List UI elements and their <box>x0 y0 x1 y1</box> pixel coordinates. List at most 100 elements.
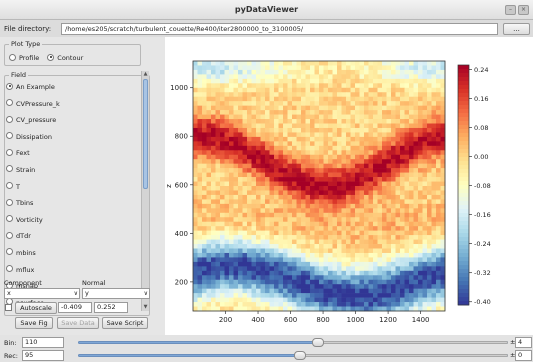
heatmap-cell <box>242 226 248 231</box>
heatmap-cell <box>319 217 324 223</box>
autoscale-checkbox[interactable] <box>5 304 12 311</box>
heatmap-cell <box>233 190 239 196</box>
heatmap-cell <box>260 288 266 294</box>
heatmap-cell <box>215 275 221 281</box>
heatmap-cell <box>319 74 324 80</box>
normal-select[interactable]: y ∨ <box>82 288 150 299</box>
heatmap-cell <box>260 302 266 307</box>
rec-slider[interactable] <box>78 351 508 360</box>
scroll-down-icon[interactable]: ▼ <box>143 304 148 310</box>
scroll-up-icon[interactable]: ▲ <box>143 71 148 77</box>
rec-spinbox[interactable]: ± 0 <box>510 350 532 361</box>
heatmap-cell <box>436 105 441 111</box>
heatmap-cell <box>215 78 221 84</box>
heatmap-cell <box>256 252 261 258</box>
heatmap-cell <box>193 297 198 303</box>
heatmap-cell <box>427 74 432 80</box>
bin-slider[interactable] <box>78 338 508 347</box>
component-select[interactable]: x ∨ <box>4 288 80 299</box>
heatmap-cell <box>211 284 216 289</box>
heatmap-cell <box>323 69 329 75</box>
autoscale-button[interactable]: Autoscale <box>15 302 57 314</box>
field-item[interactable]: mflux <box>4 262 144 279</box>
field-item[interactable]: Fext <box>4 145 144 162</box>
field-item[interactable]: q_approx <box>4 311 144 315</box>
heatmap-cell <box>346 83 351 89</box>
heatmap-cell <box>382 208 387 214</box>
heatmap-cell <box>368 239 374 245</box>
heatmap-cell <box>355 266 360 272</box>
autoscale-max-input[interactable]: 0.252 <box>94 302 128 313</box>
bin-spinbox[interactable]: ± 4 <box>510 337 532 348</box>
heatmap-cell <box>328 150 333 156</box>
save-fig-button[interactable]: Save Fig <box>15 317 53 329</box>
plot-type-title: Plot Type <box>9 40 43 48</box>
heatmap-cell <box>274 190 279 196</box>
heatmap-cell <box>413 261 419 267</box>
bin-value-input[interactable]: 110 <box>22 337 64 348</box>
heatmap-cell <box>373 244 378 249</box>
heatmap-cell <box>377 177 383 182</box>
heatmap-cell <box>364 235 369 240</box>
heatmap-cell <box>409 190 414 196</box>
heatmap-cell <box>418 266 423 272</box>
minimize-button[interactable]: – <box>505 5 516 15</box>
heatmap-cell <box>350 136 356 142</box>
field-item[interactable]: dTdr <box>4 228 144 245</box>
heatmap-cell <box>296 266 302 272</box>
rec-value-input[interactable]: 95 <box>22 350 64 361</box>
bin-slider-handle[interactable] <box>311 338 324 347</box>
heatmap-cell <box>364 266 369 272</box>
heatmap-cell <box>287 123 293 129</box>
heatmap-cell <box>238 186 243 191</box>
heatmap-cell <box>418 194 423 200</box>
scrollbar-thumb[interactable] <box>143 79 148 189</box>
heatmap-cell <box>215 266 221 272</box>
field-item[interactable]: Dissipation <box>4 129 144 146</box>
heatmap-cell <box>197 141 203 147</box>
colorbar-cell <box>458 169 469 174</box>
field-item[interactable]: T <box>4 179 144 196</box>
field-item[interactable]: CVPressure_k <box>4 96 144 113</box>
autoscale-min-input[interactable]: -0.409 <box>58 302 92 313</box>
heatmap-cell <box>278 150 284 156</box>
save-data-button[interactable]: Save Data <box>57 317 99 329</box>
heatmap-cell <box>251 203 257 209</box>
save-script-button[interactable]: Save Script <box>102 317 148 329</box>
heatmap-cell <box>305 87 311 93</box>
heatmap-cell <box>197 297 203 303</box>
heatmap-cell <box>350 110 356 115</box>
heatmap-cell <box>440 110 446 115</box>
heatmap-cell <box>418 92 423 98</box>
heatmap-cell <box>346 105 351 111</box>
field-item[interactable]: An Example <box>4 79 144 96</box>
field-item[interactable]: Strain <box>4 162 144 179</box>
close-button[interactable]: × <box>518 5 529 15</box>
heatmap-cell <box>319 226 324 231</box>
plot-type-contour[interactable]: Contour <box>47 53 83 62</box>
heatmap-cell <box>323 221 329 227</box>
heatmap-cell <box>332 226 338 231</box>
heatmap-cell <box>382 257 387 263</box>
heatmap-cell <box>337 87 342 93</box>
directory-input[interactable]: /home/es205/scratch/turbulent_couette/Re… <box>61 23 498 35</box>
plot-type-profile[interactable]: Profile <box>9 53 39 62</box>
heatmap-cell <box>265 284 270 289</box>
heatmap-cell <box>440 212 446 218</box>
heatmap-cell <box>319 230 324 236</box>
heatmap-cell <box>350 235 356 240</box>
field-item[interactable]: mbins <box>4 245 144 262</box>
colorbar-cell <box>458 181 469 186</box>
heatmap-cell <box>197 132 203 138</box>
field-list-scrollbar[interactable]: ▲ ▼ <box>141 71 149 311</box>
heatmap-cell <box>197 186 203 191</box>
browse-button[interactable]: ... <box>503 23 530 35</box>
heatmap-cell <box>310 221 315 227</box>
heatmap-cell <box>202 306 207 312</box>
heatmap-cell <box>242 132 248 138</box>
field-item[interactable]: Tbins <box>4 195 144 212</box>
field-item[interactable]: CV_pressure <box>4 112 144 129</box>
field-item[interactable]: Vorticity <box>4 212 144 229</box>
rec-slider-handle[interactable] <box>294 351 307 360</box>
heatmap-cell <box>278 65 284 71</box>
